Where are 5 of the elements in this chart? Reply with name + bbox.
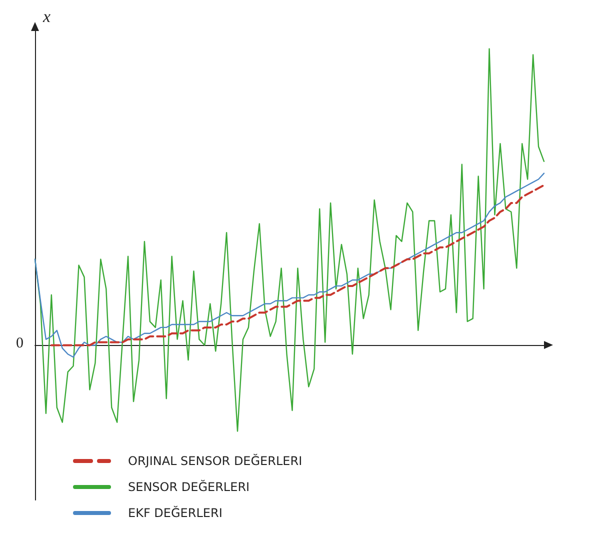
text: 0 bbox=[16, 336, 24, 352]
legend-label: EKF DEĞERLERI bbox=[128, 505, 222, 520]
legend-label: ORJINAL SENSOR DEĞERLERI bbox=[128, 453, 302, 468]
legend-label: SENSOR DEĞERLERI bbox=[128, 479, 250, 494]
y-axis-title: x bbox=[42, 7, 51, 26]
